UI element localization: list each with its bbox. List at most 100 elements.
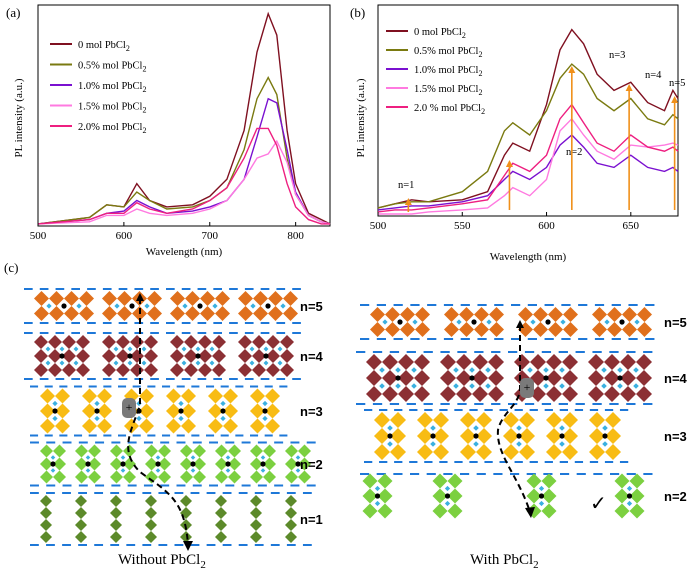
layer-label: n=4 [300,349,324,364]
octahedron-diamond [637,322,652,337]
octahedron-diamond [285,495,297,507]
octahedron-diamond [562,370,578,386]
octahedron-diamond [559,441,565,447]
octahedron-diamond [538,500,545,507]
octahedron-diamond [88,444,101,458]
octahedron-diamond [377,473,393,489]
octahedron-diamond [453,383,459,389]
octahedron-diamond [158,444,171,458]
octahedron-diamond [614,473,630,489]
octahedron-diamond [170,363,184,377]
octahedron-diamond [366,370,382,386]
octahedron-diamond [76,335,90,349]
panel-a-legend: 0 mol PbCl2 0.5% mol PbCl2 1.0% mol PbCl2 1… [50,40,146,135]
legend-entry: 1.0% mol PbCl2 [78,81,146,94]
center-atom [129,303,135,309]
octahedron-diamond [530,354,546,370]
right-carrier-path [496,325,531,513]
octahedron-diamond [460,444,476,460]
octahedron-diamond [88,457,101,471]
octahedron-diamond [563,322,578,337]
octahedron-diamond [170,306,185,321]
octahedron-diamond [265,388,280,404]
x-tick-label: 500 [30,230,47,242]
center-atom [85,461,91,467]
octahedron-diamond [620,370,636,386]
octahedron-diamond [605,428,621,444]
center-atom [387,433,393,439]
center-atom [602,433,608,439]
center-atom [559,433,565,439]
right-caption: With PbCl2 [470,552,539,571]
octahedron-diamond [40,507,52,519]
octahedron-diamond [633,367,639,373]
octahedron-diamond [548,322,563,337]
x-tick-label: 600 [116,230,133,242]
octahedron-diamond [110,507,122,519]
octahedron-diamond [75,495,87,507]
octahedron-diamond [562,386,578,402]
panel-a-label: (a) [6,5,20,20]
left-caption: Without PbCl2 [118,552,206,571]
octahedron-diamond [228,470,241,484]
center-atom [127,353,133,359]
octahedron-diamond [526,473,542,489]
octahedron-diamond [440,354,456,370]
peak-arrowhead [404,198,412,205]
octahedron-diamond [546,412,562,428]
right-schematic: n=5 n=4 n=3 n=2 [356,304,688,519]
octahedron-diamond [476,412,492,428]
octahedron-diamond [560,319,566,325]
octahedron-diamond [94,415,100,422]
octahedron-diamond [546,386,562,402]
octahedron-diamond [223,388,238,404]
panel-a: (a) 500 600 700 800 Wavelength (nm) PL inte… [6,4,331,258]
octahedron-diamond [601,383,607,389]
octahedron-diamond [538,485,545,492]
octahedron-diamond [268,291,283,306]
octahedron-diamond [145,495,157,507]
center-atom [195,353,201,359]
left-path-arrowhead-down [183,541,193,551]
octahedron-diamond [622,307,637,322]
octahedron-diamond [123,470,136,484]
octahedron-diamond [209,346,215,352]
octahedron-diamond [252,349,266,363]
octahedron-diamond [459,307,474,322]
panel-b-x-label: Wavelength (nm) [490,251,567,263]
octahedron-diamond [215,457,228,471]
octahedron-diamond [433,444,449,460]
octahedron-diamond [170,349,184,363]
octahedron-diamond [390,412,406,428]
octahedron-diamond [546,428,562,444]
octahedron-diamond [370,322,385,337]
right-hole-marker [520,378,534,398]
octahedron-diamond [432,503,448,519]
octahedron-diamond [285,507,297,519]
octahedron-diamond [589,412,605,428]
octahedron-diamond [379,367,385,373]
peak-label: n=3 [609,50,625,61]
panel-b-legend: 0 mol PbCl2 0.5% mol PbCl2 1.0% mol PbCl2 1… [386,27,485,116]
octahedron-diamond [225,455,231,460]
octahedron-diamond [503,444,519,460]
octahedron-diamond [414,370,430,386]
octahedron-diamond [45,360,51,366]
octahedron-diamond [220,400,226,407]
octahedron-diamond [268,306,283,321]
octahedron-diamond [460,428,476,444]
octahedron-diamond [541,488,557,504]
octahedron-diamond [184,335,198,349]
octahedron-diamond [209,360,215,366]
octahedron-diamond [374,412,390,428]
octahedron-diamond [503,428,519,444]
octahedron-diamond [604,370,620,386]
octahedron-diamond [102,349,116,363]
octahedron-diamond [40,457,53,471]
octahedron-diamond [82,418,97,434]
octahedron-diamond [385,307,400,322]
octahedron-diamond [94,400,100,407]
center-atom [473,433,479,439]
octahedron-diamond [223,403,238,419]
octahedron-diamond [263,457,276,471]
